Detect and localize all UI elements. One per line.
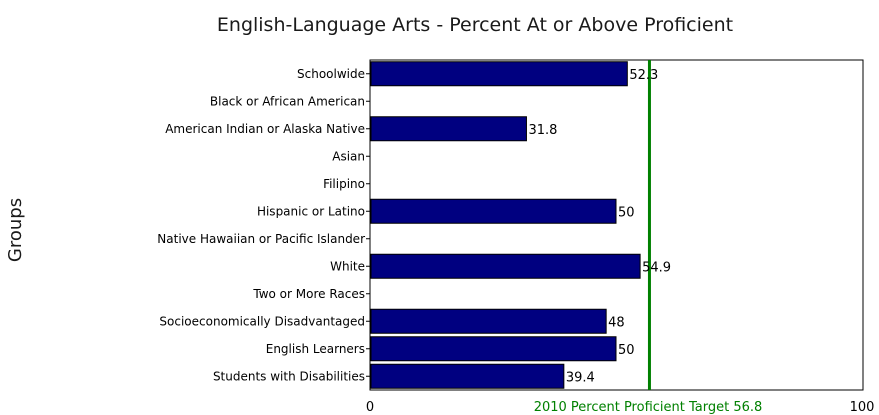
- plot-area: [369, 59, 864, 391]
- bar: [370, 308, 607, 334]
- category-label: American Indian or Alaska Native: [165, 122, 365, 136]
- category-labels-group: Schoolwide Black or African American Ameri…: [157, 67, 370, 383]
- value-label: 50: [618, 343, 635, 358]
- bars-group: [370, 61, 641, 389]
- y-axis-label: Groups: [5, 198, 26, 262]
- category-label: Native Hawaiian or Pacific Islander: [157, 232, 365, 246]
- chart-title: English-Language Arts - Percent At or Ab…: [217, 14, 733, 36]
- category-label: Black or African American: [210, 94, 365, 108]
- target-label: 2010 Percent Proficient Target 56.8: [534, 400, 763, 415]
- bar: [370, 198, 617, 224]
- category-label: Socioeconomically Disadvantaged: [159, 314, 365, 328]
- category-label: White: [330, 259, 365, 273]
- category-label: English Learners: [266, 342, 365, 356]
- category-label: Students with Disabilities: [213, 369, 365, 383]
- category-label: Two or More Races: [252, 287, 365, 301]
- value-label: 52.3: [629, 68, 658, 83]
- bar: [370, 61, 628, 87]
- x-tick-max: 100: [850, 400, 875, 415]
- value-label: 48: [608, 315, 625, 330]
- bar: [370, 363, 565, 389]
- value-label: 50: [618, 205, 635, 220]
- category-label: Schoolwide: [297, 67, 365, 81]
- category-label: Asian: [332, 149, 365, 163]
- value-label: 31.8: [528, 123, 557, 138]
- bar: [370, 116, 527, 142]
- x-tick-min: 0: [366, 400, 374, 415]
- value-label: 39.4: [566, 370, 595, 385]
- category-label: Filipino: [323, 177, 365, 191]
- value-labels-group: 52.3 31.8 50 54.9 48 50 39.4: [528, 68, 671, 386]
- category-label: Hispanic or Latino: [257, 204, 365, 218]
- bar: [370, 336, 617, 362]
- value-label: 54.9: [642, 260, 671, 275]
- bar: [370, 253, 641, 279]
